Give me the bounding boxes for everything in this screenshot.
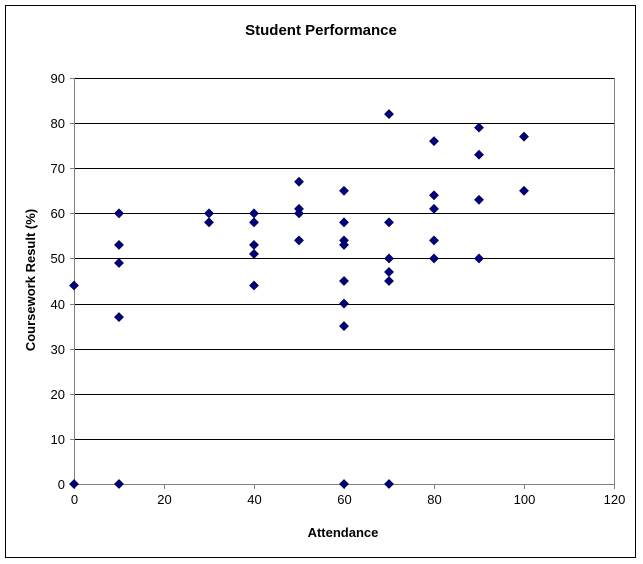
y-axis-ticks: 0 10 20 30 40 50 60 70 80 90 [51, 71, 74, 492]
data-point [114, 258, 124, 268]
chart-title: Student Performance [245, 22, 397, 39]
data-point [249, 217, 259, 228]
data-point [114, 479, 124, 489]
data-point [339, 276, 349, 286]
data-point [519, 131, 529, 142]
x-tick-label: 0 [71, 492, 78, 507]
y-tick-label: 80 [51, 116, 65, 131]
data-point [429, 235, 439, 246]
data-point [429, 136, 439, 147]
y-tick-label: 40 [51, 297, 65, 312]
y-tick-label: 90 [51, 71, 65, 86]
data-point [384, 253, 394, 264]
data-point [474, 253, 484, 264]
data-point [114, 239, 124, 250]
data-point [294, 208, 304, 219]
data-point [474, 149, 484, 160]
y-tick-label: 30 [51, 342, 65, 357]
data-point [339, 321, 349, 332]
data-point [339, 239, 349, 250]
data-point [339, 479, 349, 489]
y-tick-label: 60 [51, 206, 65, 221]
data-point [429, 203, 439, 214]
x-tick-label: 80 [427, 492, 441, 507]
data-point [474, 194, 484, 205]
data-point [69, 479, 79, 489]
chart-area [5, 5, 636, 558]
data-point [249, 280, 259, 291]
data-point [429, 190, 439, 201]
x-tick-label: 100 [514, 492, 536, 507]
plot-area: 0 10 20 30 40 50 60 70 80 90 0 20 40 60 80 100 120 [51, 71, 626, 507]
data-point [339, 185, 349, 196]
data-point [204, 217, 214, 228]
data-point [339, 217, 349, 228]
data-point [474, 122, 484, 133]
data-point [384, 217, 394, 228]
data-point [249, 208, 259, 219]
data-point [384, 479, 394, 489]
x-tick-label: 40 [247, 492, 261, 507]
data-point [114, 312, 124, 323]
x-axis-ticks: 0 20 40 60 80 100 120 [71, 484, 625, 507]
y-axis-label: Coursework Result (%) [23, 209, 38, 351]
x-axis-label: Attendance [308, 525, 379, 540]
data-point [384, 267, 394, 277]
data-point [384, 109, 394, 120]
gridlines [74, 78, 614, 440]
y-tick-label: 50 [51, 251, 65, 266]
data-points [69, 109, 529, 489]
data-point [249, 249, 259, 259]
data-point [384, 276, 394, 286]
y-tick-label: 10 [51, 432, 65, 447]
data-point [519, 185, 529, 196]
data-point [429, 253, 439, 264]
data-point [294, 176, 304, 187]
x-tick-label: 60 [337, 492, 351, 507]
data-point [249, 239, 259, 250]
x-tick-label: 120 [604, 492, 626, 507]
data-point [294, 235, 304, 246]
data-point [114, 208, 124, 219]
y-tick-label: 0 [58, 477, 65, 492]
data-point [204, 208, 214, 219]
data-point [339, 298, 349, 309]
y-tick-label: 20 [51, 387, 65, 402]
x-tick-label: 20 [157, 492, 171, 507]
y-tick-label: 70 [51, 161, 65, 176]
data-point [69, 280, 79, 291]
